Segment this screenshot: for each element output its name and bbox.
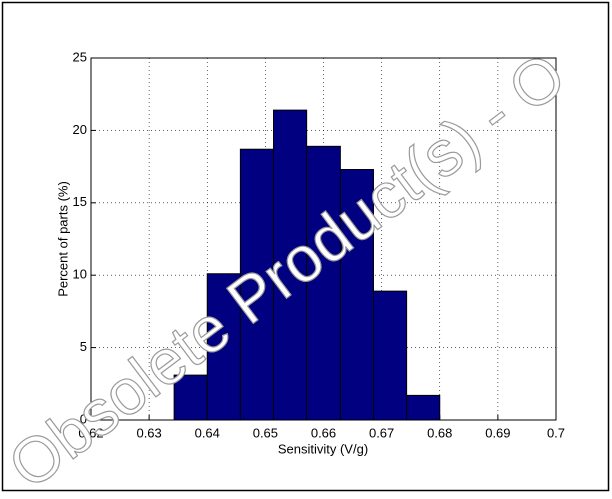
axes-box — [90, 57, 557, 421]
x-tick-label: 0.64 — [195, 425, 220, 440]
x-tick-label: 0.62 — [78, 425, 103, 440]
y-tick-label: 20 — [73, 122, 87, 137]
x-tick-label: 0.69 — [485, 425, 510, 440]
y-tick-label: 25 — [73, 49, 87, 64]
bar — [339, 168, 374, 421]
bar — [406, 394, 441, 421]
bar — [273, 109, 308, 421]
bar — [306, 145, 341, 421]
x-tick-label: 0.68 — [427, 425, 452, 440]
x-tick-label: 0.67 — [369, 425, 394, 440]
bar — [372, 290, 408, 421]
x-tick-label: 0.65 — [253, 425, 278, 440]
y-tick-label: 5 — [80, 339, 87, 354]
x-tick-label: 0.66 — [311, 425, 336, 440]
x-tick-label: 0.7 — [547, 425, 565, 440]
x-axis-label: Sensitivity (V/g) — [278, 441, 368, 456]
y-tick-label: 0 — [80, 411, 87, 426]
bar — [206, 273, 241, 421]
plot-area: 0 5 10 15 20 25 0.62 0.63 0.64 0.65 0.66 0.67 0.68 0.… — [73, 49, 566, 440]
x-tick-label: 0.63 — [136, 425, 161, 440]
y-axis-label: Percent of parts (%) — [55, 181, 70, 297]
y-tick-label: 10 — [73, 267, 87, 282]
y-tick-label: 15 — [73, 194, 87, 209]
